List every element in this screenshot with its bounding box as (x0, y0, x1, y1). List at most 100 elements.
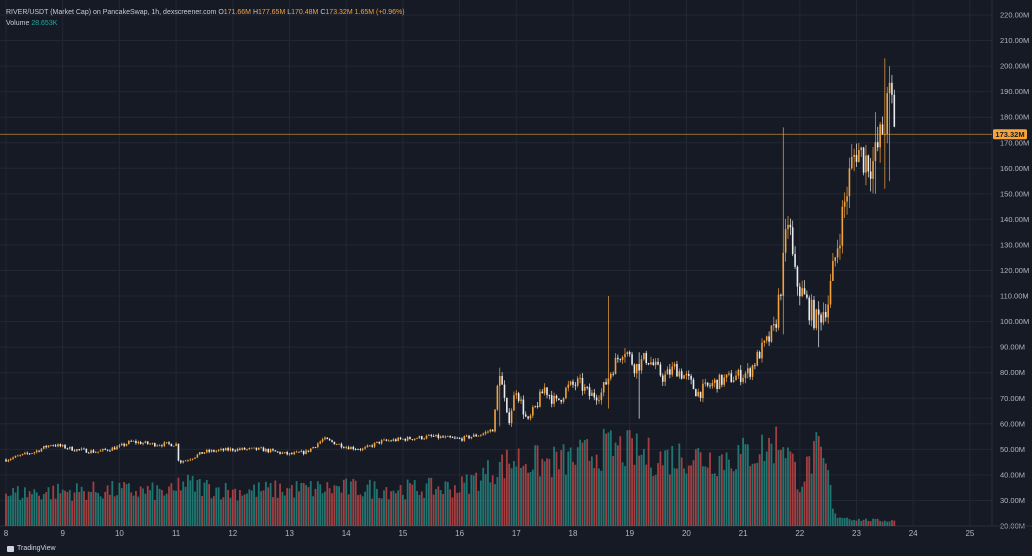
candle-body (172, 445, 175, 447)
volume-bar (543, 461, 546, 526)
candle-body (846, 196, 848, 202)
volume-bar (196, 480, 199, 526)
candle-body (397, 437, 399, 442)
volume-bar (364, 491, 366, 526)
volume-bar (642, 448, 645, 526)
volume-bar (335, 485, 338, 526)
volume-bar (146, 485, 149, 526)
candle-body (45, 445, 47, 448)
candle-body (763, 340, 766, 343)
candle-body (690, 375, 692, 380)
candle-body (791, 227, 794, 255)
volume-bar (883, 520, 886, 526)
volume-bar (227, 490, 229, 526)
candle-body (298, 451, 300, 453)
volume-bar (468, 493, 470, 526)
volume-bar (68, 490, 71, 526)
candle-body (558, 398, 560, 400)
volume-bar (787, 447, 789, 526)
candle-body (421, 436, 423, 440)
candle-body (286, 452, 288, 455)
volume-bar (591, 456, 593, 526)
volume-bar (491, 475, 494, 526)
candle-body (891, 82, 893, 95)
volume-bar (553, 446, 555, 526)
candle-body (706, 382, 709, 386)
candle-body (541, 391, 544, 394)
candle-body (283, 452, 286, 453)
volume-bar (657, 463, 659, 526)
volume-bar (513, 461, 515, 526)
volume-bar (298, 491, 300, 526)
volume-bar (520, 467, 522, 526)
candle-body (257, 447, 260, 450)
candle-body (527, 416, 529, 419)
candle-body (279, 451, 281, 454)
volume-bar (550, 477, 553, 526)
candle-body (319, 441, 322, 444)
tradingview-brand[interactable]: TradingView (7, 545, 56, 552)
candle-body (747, 368, 749, 374)
x-tick-label: 14 (342, 529, 351, 538)
volume-bar (321, 493, 324, 526)
volume-bar (505, 449, 508, 526)
volume-bar (205, 479, 208, 526)
candle-body (647, 363, 650, 365)
candle-body (83, 448, 85, 450)
volume-bar (61, 489, 64, 526)
volume-bar (798, 492, 801, 526)
volume-bar (182, 481, 185, 526)
change-value: 1.65M (+0.96%) (354, 9, 405, 16)
candle-body (418, 436, 421, 439)
candle-body (19, 455, 21, 456)
volume-bar (45, 492, 48, 526)
volume-bar (850, 520, 853, 526)
candle-body (267, 448, 270, 453)
volume-bar (302, 483, 305, 526)
candle-body (328, 439, 331, 441)
candle-body (775, 324, 777, 328)
candle-body (435, 434, 437, 437)
candle-body (165, 442, 168, 444)
candle-body (163, 442, 166, 447)
x-tick-label: 13 (285, 529, 294, 538)
candle-body (810, 299, 813, 321)
candle-body (236, 448, 239, 451)
candle-body (151, 443, 154, 444)
candle-body (758, 351, 761, 359)
candle-body (392, 439, 395, 441)
candle-body (229, 448, 232, 451)
candle-body (482, 433, 485, 435)
y-tick-label: 130.00M (1000, 240, 1029, 249)
volume-bar (831, 508, 834, 526)
volume-bar (144, 493, 147, 526)
y-tick-label: 140.00M (1000, 215, 1029, 224)
volume-bar (416, 490, 418, 526)
volume-bar (541, 458, 544, 526)
candle-body (619, 359, 622, 360)
candle-body (92, 450, 95, 453)
candle-body (66, 448, 69, 450)
volume-bar (612, 456, 615, 526)
y-tick-label: 190.00M (1000, 87, 1029, 96)
volume-bar (817, 436, 820, 526)
candle-body (428, 435, 430, 436)
candle-body (451, 437, 454, 439)
volume-bar (163, 495, 166, 526)
candle-body (799, 286, 801, 297)
volume-bar (404, 499, 407, 526)
volume-bar (170, 483, 173, 526)
candle-body (243, 447, 246, 450)
candle-body (465, 435, 468, 437)
candle-body (198, 452, 201, 455)
candle-body (343, 447, 345, 449)
candle-body (659, 364, 662, 376)
candle-body (203, 452, 206, 454)
volume-value: 28.653K (31, 20, 58, 27)
volume-bar (839, 517, 841, 526)
volume-bar (127, 483, 130, 526)
volume-bar (605, 433, 607, 526)
volume-bar (853, 519, 856, 526)
